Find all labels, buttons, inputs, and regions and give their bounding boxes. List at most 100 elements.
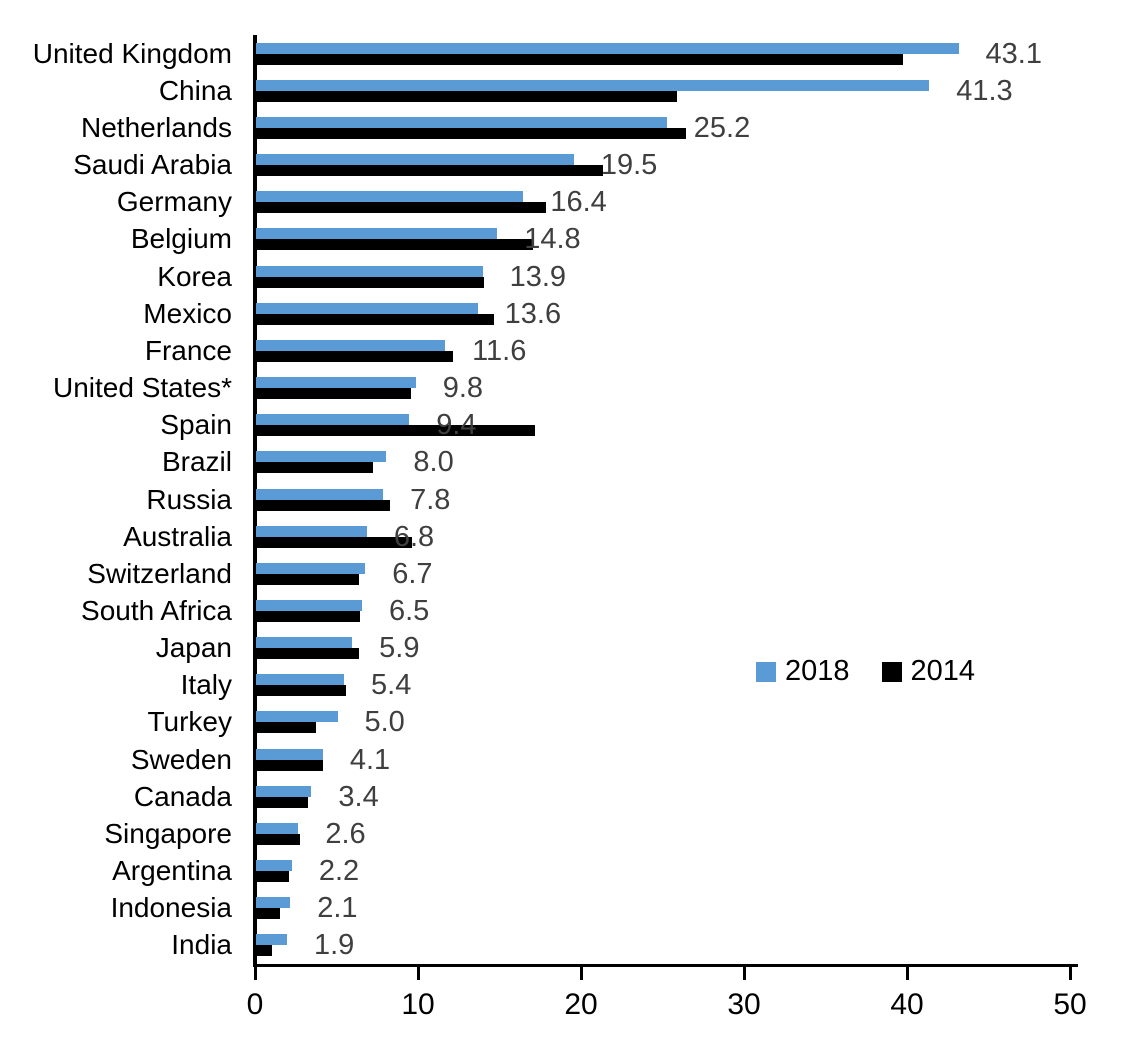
x-axis-tick xyxy=(1069,967,1072,980)
category-label: Japan xyxy=(155,632,232,664)
value-label: 19.5 xyxy=(600,149,658,182)
bar-2018 xyxy=(256,191,524,203)
bar-2014 xyxy=(256,722,317,734)
value-label: 43.1 xyxy=(985,37,1042,70)
value-label: 8.0 xyxy=(413,446,454,479)
bar-2018 xyxy=(256,265,483,277)
category-label: United States* xyxy=(53,372,232,404)
value-label: 14.8 xyxy=(524,223,581,256)
value-label: 2.2 xyxy=(318,855,360,888)
category-label: Saudi Arabia xyxy=(73,149,232,181)
category-label: Germany xyxy=(116,186,232,218)
bar-2018 xyxy=(256,79,930,91)
value-label: 5.0 xyxy=(364,706,405,739)
bar-2014 xyxy=(256,165,604,177)
bar-2018 xyxy=(256,822,299,834)
value-label: 25.2 xyxy=(693,111,751,144)
x-axis-tick-label: 0 xyxy=(246,988,264,1021)
bar-2018 xyxy=(256,414,410,426)
legend-label-2018: 2018 xyxy=(785,655,850,687)
category-label: Belgium xyxy=(130,223,232,255)
x-axis-tick xyxy=(580,967,583,980)
value-label: 5.4 xyxy=(371,669,412,702)
bar-2014 xyxy=(256,202,547,214)
bar-2018 xyxy=(256,748,323,760)
value-label: 9.8 xyxy=(442,372,484,405)
value-label: 16.4 xyxy=(550,186,607,219)
category-label: Italy xyxy=(180,669,232,701)
value-label: 13.9 xyxy=(509,260,567,293)
x-axis-tick-label: 20 xyxy=(564,988,598,1021)
value-label: 1.9 xyxy=(313,929,355,962)
bar-2014 xyxy=(256,462,374,474)
bar-2018 xyxy=(256,488,384,500)
x-axis-tick-label: 10 xyxy=(401,988,435,1021)
x-axis-tick xyxy=(254,967,257,980)
x-axis-tick xyxy=(417,967,420,980)
bar-2018 xyxy=(256,339,446,351)
value-label: 3.4 xyxy=(338,780,379,813)
bar-2018 xyxy=(256,228,498,240)
category-label: Sweden xyxy=(130,743,232,775)
category-label: Australia xyxy=(123,520,232,552)
bar-2014 xyxy=(256,536,413,548)
bar-2014 xyxy=(256,573,359,585)
bar-2018 xyxy=(256,860,292,872)
bar-2014 xyxy=(256,53,904,65)
bar-2014 xyxy=(256,499,390,511)
value-label: 9.4 xyxy=(436,409,477,442)
bar-2018 xyxy=(256,599,362,611)
category-label: South Africa xyxy=(81,594,232,626)
category-label: Korea xyxy=(157,260,232,292)
x-axis-tick-label: 50 xyxy=(1053,988,1087,1021)
bar-2018 xyxy=(256,785,312,797)
category-label: France xyxy=(144,334,232,366)
value-label: 11.6 xyxy=(472,334,527,367)
legend: 2018 2014 xyxy=(756,657,975,686)
bar-2018 xyxy=(256,377,416,389)
bar-2014 xyxy=(256,610,361,622)
category-label: Indonesia xyxy=(110,892,232,924)
category-label: Switzerland xyxy=(87,557,232,589)
bar-2018 xyxy=(256,897,291,909)
value-label: 5.9 xyxy=(379,632,420,665)
value-label: 2.1 xyxy=(317,892,358,925)
bar-2014 xyxy=(256,388,411,400)
bar-2014 xyxy=(256,908,281,920)
bar-2018 xyxy=(256,116,667,128)
category-label: Canada xyxy=(133,780,232,812)
y-axis-line xyxy=(253,35,257,967)
bar-2014 xyxy=(256,833,300,845)
category-label: Spain xyxy=(160,409,232,441)
bar-2014 xyxy=(256,239,534,251)
bar-2018 xyxy=(256,154,574,166)
bar-2014 xyxy=(256,685,346,697)
bar-2014 xyxy=(256,350,454,362)
x-axis-tick-label: 40 xyxy=(890,988,924,1021)
value-label: 7.8 xyxy=(410,483,451,516)
legend-item-2018: 2018 xyxy=(756,657,850,686)
value-label: 13.6 xyxy=(504,297,562,330)
category-label: Brazil xyxy=(161,446,232,478)
category-label: Mexico xyxy=(143,297,232,329)
bar-2018 xyxy=(256,302,478,314)
category-label: Russia xyxy=(146,483,232,515)
bar-2014 xyxy=(256,425,535,437)
value-label: 4.1 xyxy=(349,743,391,776)
bar-2018 xyxy=(256,451,387,463)
legend-swatch-2018 xyxy=(756,661,776,682)
value-label: 41.3 xyxy=(956,74,1013,107)
value-label: 6.7 xyxy=(392,557,433,590)
bar-2014 xyxy=(256,796,309,808)
category-label: China xyxy=(158,74,232,106)
bar-2014 xyxy=(256,90,677,102)
bar-2018 xyxy=(256,525,367,537)
x-axis-tick xyxy=(743,967,746,980)
bar-2018 xyxy=(256,674,345,686)
bar-2014 xyxy=(256,648,359,660)
bar-2018 xyxy=(256,637,353,649)
x-axis-line xyxy=(253,964,1078,967)
category-label: Argentina xyxy=(112,855,232,887)
category-label: United Kingdom xyxy=(32,37,232,69)
